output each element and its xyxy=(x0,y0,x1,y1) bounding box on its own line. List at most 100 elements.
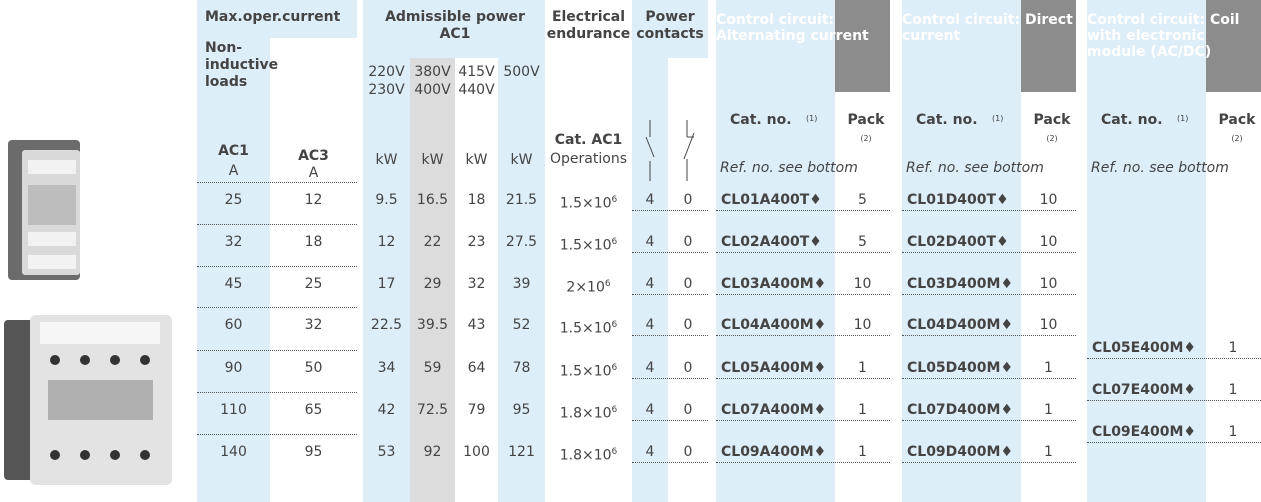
cell: 39.5 xyxy=(410,317,455,334)
cell: 50 xyxy=(270,360,357,377)
header: Pack xyxy=(1213,112,1261,129)
cat-no: CL02D400T♦ xyxy=(907,234,1022,251)
cell: 4 xyxy=(632,276,668,293)
cell: 4 xyxy=(632,402,668,419)
voltage: 230V xyxy=(361,82,412,99)
row-separator xyxy=(632,210,708,211)
header: Max.oper.current xyxy=(205,9,365,26)
cell: 5 xyxy=(835,192,890,209)
cat-no: CL02A400T♦ xyxy=(721,234,836,251)
cell: 92 xyxy=(410,444,455,461)
column-background xyxy=(902,0,1021,502)
cell: 32 xyxy=(455,276,498,293)
cell: 10 xyxy=(1021,317,1076,334)
exponent: 6 xyxy=(612,195,618,205)
row-separator xyxy=(632,420,708,421)
column-background xyxy=(716,0,835,502)
voltage: 440V xyxy=(453,82,500,99)
header: Admissible power AC1 xyxy=(385,9,525,43)
cat-no: CL07E400M♦ xyxy=(1092,382,1207,399)
voltage: 380V xyxy=(408,64,457,81)
cell: 12 xyxy=(363,234,410,251)
cell: 25 xyxy=(197,192,270,209)
row-separator xyxy=(716,252,890,253)
cell: 0 xyxy=(668,317,708,334)
cell: 52 xyxy=(498,317,545,334)
contactor-large xyxy=(4,315,172,485)
cell: 18 xyxy=(455,192,498,209)
group-title: Control circuit: Coil with electronic mo… xyxy=(1087,12,1261,60)
cell: 100 xyxy=(455,444,498,461)
row-separator xyxy=(197,392,357,393)
row-separator xyxy=(632,252,708,253)
cell: 1 xyxy=(1205,424,1261,441)
row-separator xyxy=(902,294,1076,295)
cell: 42 xyxy=(363,402,410,419)
product-images xyxy=(0,0,200,502)
unit: A xyxy=(197,163,270,180)
unit: kW xyxy=(410,152,455,169)
cell: 10 xyxy=(835,276,890,293)
cat-no: CL01A400T♦ xyxy=(721,192,836,209)
cell: 1 xyxy=(1205,382,1261,399)
cell: 10 xyxy=(1021,192,1076,209)
cell: 18 xyxy=(270,234,357,251)
unit: kW xyxy=(498,152,545,169)
voltage: 220V xyxy=(361,64,412,81)
cell: 34 xyxy=(363,360,410,377)
row-separator xyxy=(1087,442,1261,443)
cat-no: CL07A400M♦ xyxy=(721,402,836,419)
cell: 32 xyxy=(270,317,357,334)
cell: 27.5 xyxy=(498,234,545,251)
cat-no: CL04D400M♦ xyxy=(907,317,1022,334)
cell: 95 xyxy=(270,444,357,461)
cell: 17 xyxy=(363,276,410,293)
cell: 0 xyxy=(668,192,708,209)
cell: 110 xyxy=(197,402,270,419)
exponent: 6 xyxy=(605,279,611,289)
row-separator xyxy=(716,294,890,295)
header: Power contacts xyxy=(632,9,708,43)
group-title: Control circuit: Alternating current xyxy=(716,12,890,44)
cell: 121 xyxy=(498,444,545,461)
contactor-small xyxy=(8,140,80,280)
row-separator xyxy=(902,462,1076,463)
unit: Operations xyxy=(545,151,632,168)
cell: 4 xyxy=(632,360,668,377)
cat-no: CL04A400M♦ xyxy=(721,317,836,334)
voltage: 415V xyxy=(453,64,500,81)
row-separator xyxy=(716,210,890,211)
cat-no: CL09A400M♦ xyxy=(721,444,836,461)
cell: 60 xyxy=(197,317,270,334)
row-separator xyxy=(1087,358,1261,359)
exponent: 6 xyxy=(612,320,618,330)
cell: 1 xyxy=(1021,444,1076,461)
cat-no: CL03A400M♦ xyxy=(721,276,836,293)
cell: 10 xyxy=(1021,276,1076,293)
cell: 140 xyxy=(197,444,270,461)
cat-no: CL09E400M♦ xyxy=(1092,424,1207,441)
cell: 1.5×106 xyxy=(545,234,632,255)
row-separator xyxy=(197,224,357,225)
voltage: 400V xyxy=(408,82,457,99)
cell: 4 xyxy=(632,444,668,461)
cell: 65 xyxy=(270,402,357,419)
cell: 1 xyxy=(835,360,890,377)
cell: 21.5 xyxy=(498,192,545,209)
note: Ref. no. see bottom xyxy=(1091,160,1261,177)
footnote: (1) xyxy=(1177,110,1207,127)
header: Cat. no. xyxy=(730,112,810,129)
cell: 10 xyxy=(1021,234,1076,251)
cat-no: CL09D400M♦ xyxy=(907,444,1022,461)
note: Ref. no. see bottom xyxy=(720,160,890,177)
footnote: (1) xyxy=(992,110,1022,127)
header: Cat. AC1 xyxy=(545,132,632,149)
cell: 22 xyxy=(410,234,455,251)
cat-no: CL07D400M♦ xyxy=(907,402,1022,419)
cat-no: CL05E400M♦ xyxy=(1092,340,1207,357)
header: Non-inductive loads xyxy=(205,40,280,91)
row-separator xyxy=(902,378,1076,379)
footnote: (2) xyxy=(1028,130,1076,147)
cell: 39 xyxy=(498,276,545,293)
row-separator xyxy=(902,210,1076,211)
